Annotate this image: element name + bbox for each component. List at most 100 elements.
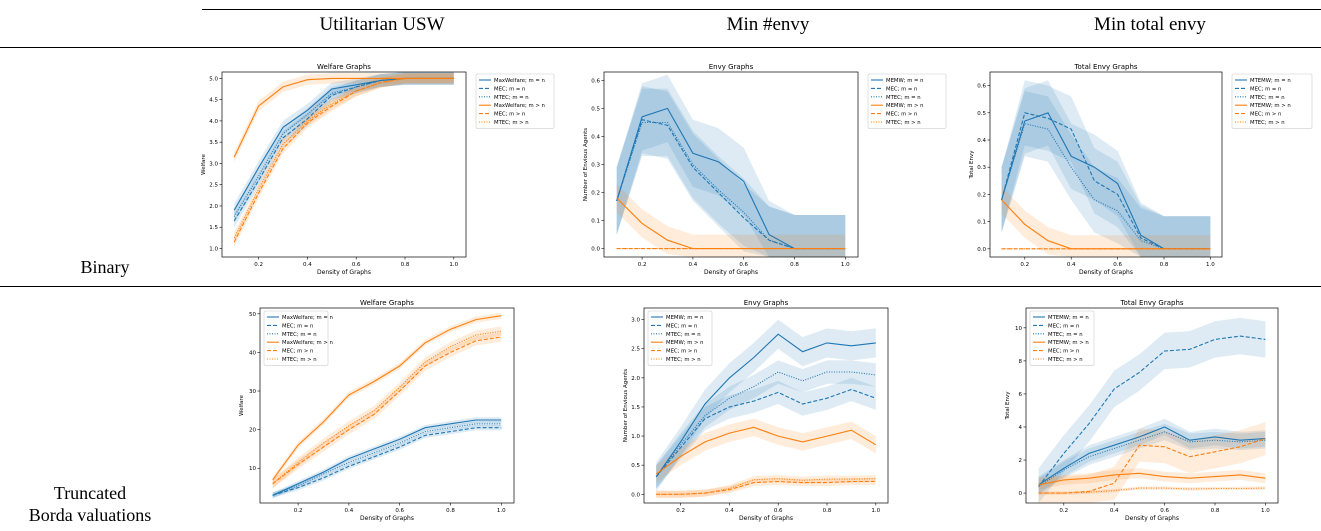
x-axis-label: Density of Graphs <box>1125 515 1179 522</box>
x-tick-label: 0.4 <box>1067 262 1076 268</box>
x-tick-label: 1.0 <box>841 262 850 268</box>
y-tick-label: 4.5 <box>209 98 218 104</box>
x-tick-label: 0.8 <box>446 508 455 514</box>
y-axis-label: Number of Envious Agents <box>623 369 629 442</box>
series-line <box>272 330 502 485</box>
series-band <box>234 73 454 163</box>
y-tick-label: 3.0 <box>209 161 218 167</box>
y-tick-label: 0.1 <box>591 219 600 225</box>
legend-label: MTEC; m = n <box>282 332 317 338</box>
legend-label: MaxWelfare; m = n <box>282 315 333 321</box>
chart-title: Welfare Graphs <box>360 299 414 307</box>
x-tick-label: 0.6 <box>739 262 748 268</box>
row-label-truncated-borda: Truncated Borda valuations <box>20 482 160 526</box>
y-tick-label: 0.3 <box>591 163 600 169</box>
y-tick-label: 0.1 <box>977 220 986 226</box>
legend-label: MTEC; m = n <box>494 95 529 101</box>
x-tick-label: 0.2 <box>1020 262 1029 268</box>
x-axis-label: Density of Graphs <box>739 515 793 522</box>
x-axis-label: Density of Graphs <box>360 515 414 522</box>
legend-box <box>1231 73 1313 129</box>
legend-label: MTEC; m > n <box>886 120 921 126</box>
x-tick-label: 0.4 <box>1110 508 1119 514</box>
y-tick-label: 1.0 <box>631 434 640 440</box>
y-tick-label: 40 <box>249 350 256 356</box>
x-tick-label: 0.4 <box>725 508 734 514</box>
column-header-utilitarian: Utilitarian USW <box>319 14 445 35</box>
legend-label: MTEMW; m > n <box>1048 340 1089 346</box>
y-tick-label: 0.0 <box>631 492 640 498</box>
x-tick-label: 0.2 <box>294 508 303 514</box>
x-axis-label: Density of Graphs <box>1079 269 1133 276</box>
x-tick-label: 0.4 <box>345 508 354 514</box>
legend-label: MTEC; m > n <box>1250 120 1285 126</box>
series-line <box>656 480 876 495</box>
series-band <box>272 425 502 498</box>
x-tick-label: 0.6 <box>1160 508 1169 514</box>
series-band <box>656 478 876 498</box>
legend-label: MTEC; m > n <box>282 357 317 363</box>
legend-label: MTEC; m > n <box>494 120 529 126</box>
series-band <box>1038 422 1266 503</box>
y-tick-label: 0.6 <box>591 78 600 84</box>
y-tick-label: 2.0 <box>631 376 640 382</box>
y-tick-label: 0.2 <box>591 191 600 197</box>
x-tick-label: 1.0 <box>497 508 506 514</box>
x-tick-label: 0.8 <box>790 262 799 268</box>
legend-label: MEMW; m > n <box>886 103 924 109</box>
series-line <box>1038 335 1266 487</box>
y-tick-label: 6 <box>1019 392 1023 398</box>
series-line <box>1038 487 1266 494</box>
y-tick-label: 0.6 <box>977 84 986 90</box>
series-band <box>1001 186 1211 257</box>
y-tick-label: 3.5 <box>209 140 218 146</box>
chart-binary-welfare: Welfare Graphs 0.2 0.4 0.6 0.8 1.0 1.0 1.5 2.0 2.… <box>201 63 555 276</box>
y-tick-label: 5.0 <box>209 76 218 82</box>
series-line <box>656 478 876 495</box>
x-tick-label: 0.4 <box>303 262 312 268</box>
chart-title: Welfare Graphs <box>317 63 371 71</box>
legend-label: MEC; m > n <box>666 349 697 355</box>
legend-label: MEC; m = n <box>666 323 697 329</box>
legend-label: MTEMW; m = n <box>1048 315 1089 321</box>
plot-frame <box>221 71 467 258</box>
legend-label: MTEC; m = n <box>1048 332 1083 338</box>
x-tick-label: 1.0 <box>449 262 458 268</box>
x-tick-label: 0.6 <box>774 508 783 514</box>
x-tick-label: 0.2 <box>638 262 647 268</box>
x-tick-label: 0.4 <box>689 262 698 268</box>
legend-label: MaxWelfare; m = n <box>494 78 545 84</box>
row-label-borda-line-1: Truncated <box>53 483 127 503</box>
series-band <box>1038 468 1266 490</box>
y-tick-label: 2.0 <box>209 204 218 210</box>
legend-label: MTEC; m > n <box>1048 357 1083 363</box>
legend-label: MEC; m = n <box>886 86 917 92</box>
plot-frame <box>259 307 515 504</box>
legend-box <box>867 73 947 129</box>
series-line <box>1038 472 1266 486</box>
x-axis-label: Density of Graphs <box>704 269 758 276</box>
x-tick-label: 0.6 <box>1113 262 1122 268</box>
x-tick-label: 0.6 <box>352 262 361 268</box>
y-axis-label: Total Envy <box>1005 391 1011 421</box>
legend-label: MEMW; m = n <box>666 315 704 321</box>
legend-label: MaxWelfare; m > n <box>282 340 333 346</box>
y-tick-label: 0.5 <box>631 463 640 469</box>
y-axis-label: Welfare <box>201 153 207 174</box>
series-line <box>1038 426 1266 486</box>
legend-label: MEC; m = n <box>282 323 313 329</box>
series-band <box>656 418 876 483</box>
legend-label: MTEC; m > n <box>666 357 701 363</box>
plot-frame <box>643 307 889 504</box>
series-line <box>655 426 877 475</box>
y-tick-label: 0.0 <box>591 247 600 253</box>
y-tick-label: 50 <box>249 312 256 318</box>
header-rule <box>0 47 1321 48</box>
y-axis-label: Total Envy <box>969 150 975 180</box>
row-label-binary-line: Binary <box>80 257 130 277</box>
x-tick-label: 0.6 <box>395 508 404 514</box>
series-line <box>655 333 876 478</box>
legend-box <box>475 73 555 129</box>
legend-label: MTEC; m = n <box>666 332 701 338</box>
series-band <box>656 319 876 492</box>
